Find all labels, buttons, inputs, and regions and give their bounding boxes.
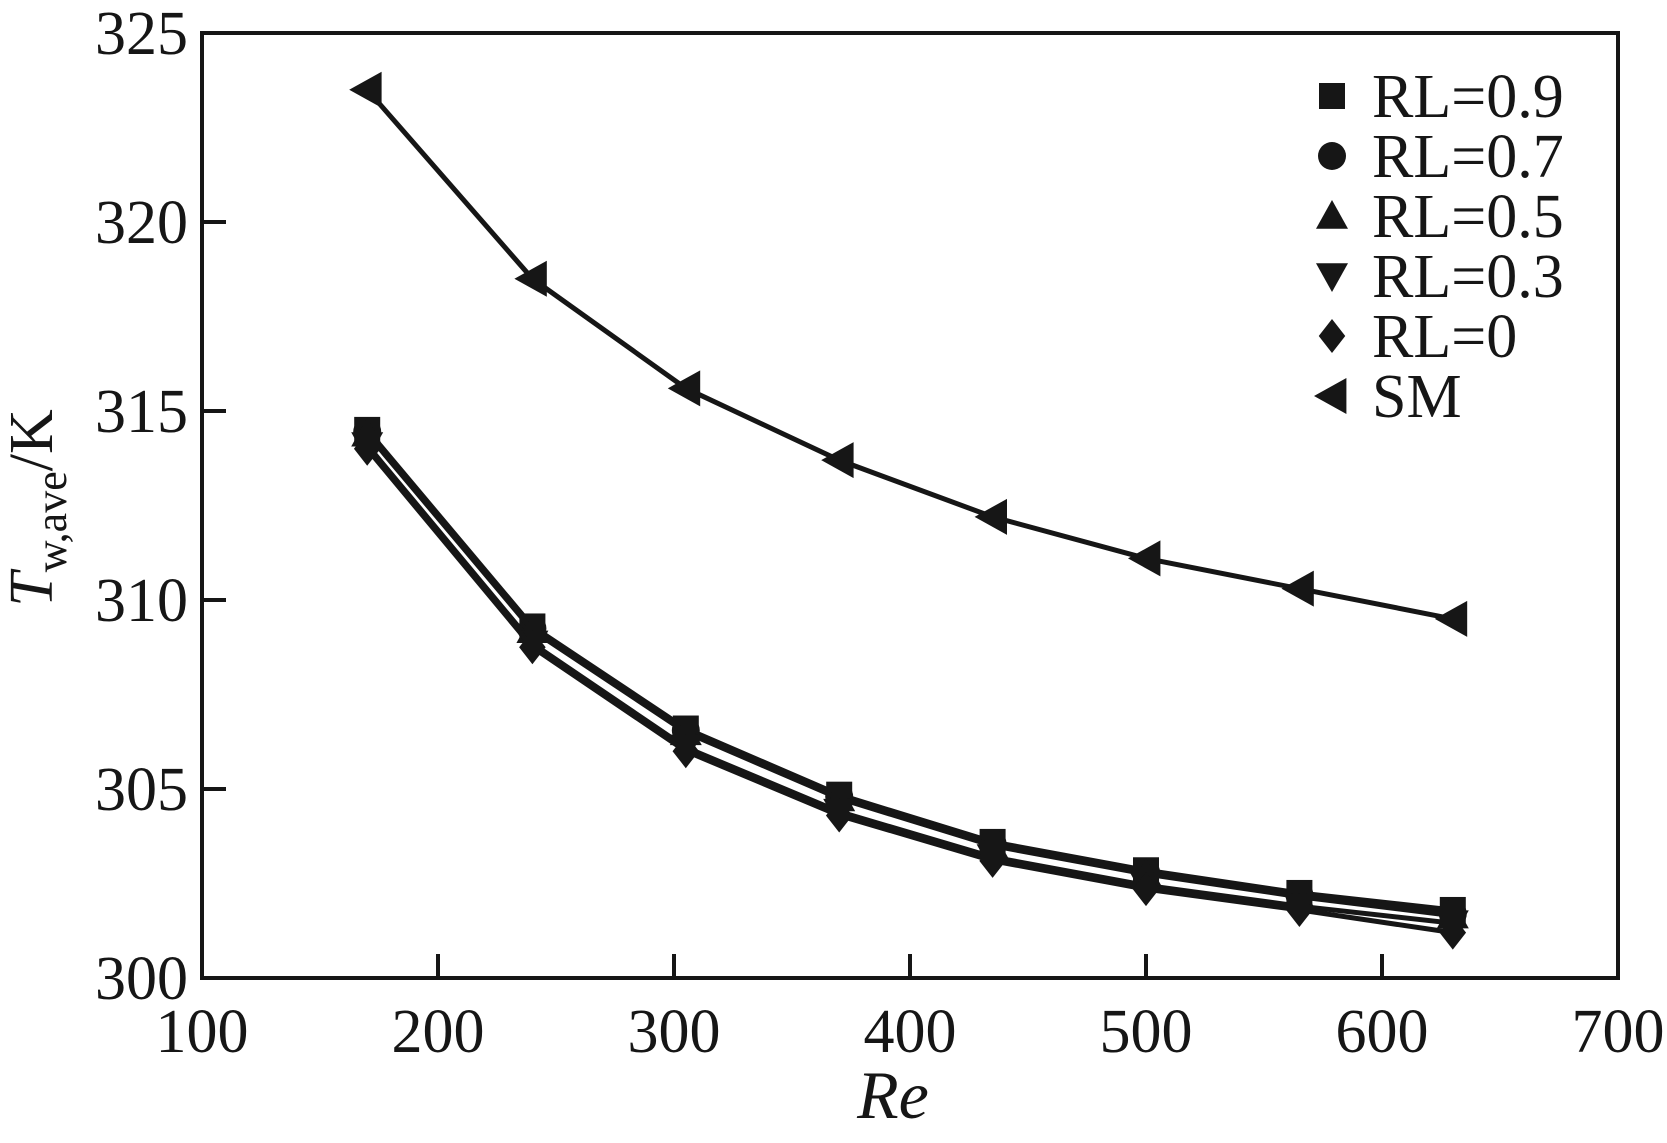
y-tick-label-315: 315: [95, 378, 188, 446]
series-sm-marker-triangle-left-icon: [667, 370, 701, 407]
series-rl-0-5-line: [365, 432, 1454, 919]
legend-label-rl-0-7: RL=0.7: [1372, 123, 1564, 191]
x-tick-label-400: 400: [864, 998, 957, 1066]
legend-marker-triangle-up-icon: [1316, 200, 1348, 229]
x-tick-label-500: 500: [1100, 998, 1193, 1066]
legend-marker-triangle-down-icon: [1316, 263, 1348, 292]
y-tick-label-320: 320: [95, 189, 188, 257]
x-tick-label-600: 600: [1336, 998, 1429, 1066]
x-tick-label-300: 300: [628, 998, 721, 1066]
y-tick-label-325: 325: [95, 0, 188, 68]
series-sm-marker-triangle-left-icon: [974, 498, 1007, 535]
x-axis-label: Re: [856, 1057, 929, 1133]
series-sm-marker-triangle-left-icon: [1434, 600, 1468, 637]
legend-item-rl-0-3: RL=0.3: [1316, 243, 1564, 311]
series-rl-0-line: [365, 447, 1454, 936]
legend-marker-diamond-icon: [1318, 319, 1346, 353]
x-tick-label-100: 100: [156, 998, 249, 1066]
legend-item-rl-0: RL=0: [1318, 303, 1517, 371]
series-rl-0-marker-diamond-icon: [353, 431, 381, 466]
series-rl-0-marker-diamond-icon: [1286, 892, 1313, 927]
series-sm-marker-triangle-left-icon: [1281, 570, 1314, 607]
y-tick-label-310: 310: [95, 567, 188, 635]
legend-label-rl-0-3: RL=0.3: [1372, 243, 1564, 311]
svg-text:Tw,ave/K: Tw,ave/K: [0, 409, 76, 607]
series-rl-0-marker-diamond-icon: [1439, 915, 1467, 950]
legend-label-sm: SM: [1372, 363, 1462, 431]
series-rl-0: [353, 431, 1467, 950]
legend-item-rl-0-9: RL=0.9: [1319, 63, 1564, 131]
legend-item-sm: SM: [1314, 363, 1462, 431]
series-rl-0-marker-diamond-icon: [825, 798, 853, 833]
series-sm-marker-triangle-left-icon: [821, 442, 854, 479]
legend: RL=0.9RL=0.7RL=0.5RL=0.3RL=0SM: [1314, 63, 1564, 431]
y-tick-label-300: 300: [95, 945, 188, 1013]
plot-frame: [200, 31, 1620, 980]
x-tick-label-200: 200: [392, 998, 485, 1066]
legend-label-rl-0-9: RL=0.9: [1372, 63, 1564, 131]
legend-marker-square-icon: [1319, 83, 1345, 109]
series-sm-marker-triangle-left-icon: [1128, 540, 1161, 577]
series-rl-0-3-line: [365, 443, 1454, 926]
x-tick-label-700: 700: [1572, 998, 1665, 1066]
series-rl-0-marker-diamond-icon: [979, 843, 1006, 878]
series-rl-0-marker-diamond-icon: [519, 630, 546, 665]
legend-label-rl-0-5: RL=0.5: [1372, 183, 1564, 251]
legend-item-rl-0-5: RL=0.5: [1316, 183, 1564, 251]
series-sm-line: [365, 88, 1454, 622]
legend-item-rl-0-7: RL=0.7: [1318, 123, 1564, 191]
legend-label-rl-0: RL=0: [1372, 303, 1517, 371]
y-axis-label: Tw,ave/K: [0, 409, 76, 607]
series-rl-0-marker-diamond-icon: [1132, 872, 1160, 907]
series-sm-marker-triangle-left-icon: [349, 71, 382, 108]
legend-marker-circle-icon: [1318, 142, 1346, 170]
y-tick-label-305: 305: [95, 756, 188, 824]
series-rl-0-marker-diamond-icon: [672, 734, 700, 769]
series-sm-marker-triangle-left-icon: [514, 260, 547, 297]
legend-marker-triangle-left-icon: [1314, 378, 1347, 414]
series-sm: [349, 71, 1468, 637]
